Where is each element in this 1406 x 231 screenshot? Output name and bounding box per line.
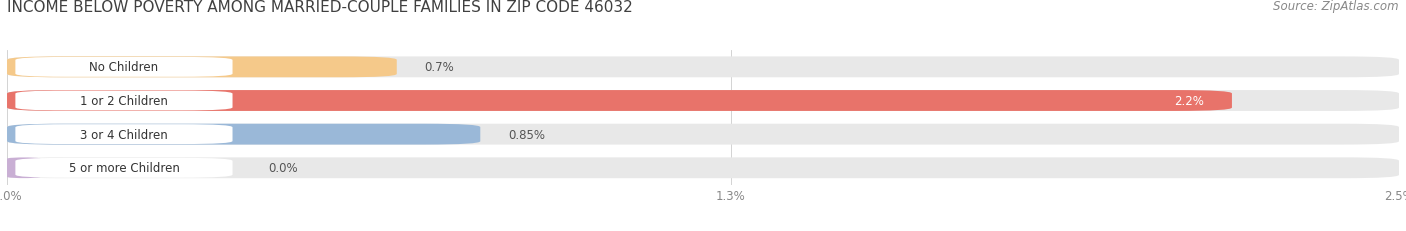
FancyBboxPatch shape [15,58,232,77]
FancyBboxPatch shape [7,91,1399,111]
Text: 3 or 4 Children: 3 or 4 Children [80,128,167,141]
Text: 2.2%: 2.2% [1174,94,1204,108]
FancyBboxPatch shape [7,91,1232,111]
Text: 0.85%: 0.85% [508,128,546,141]
FancyBboxPatch shape [7,124,481,145]
Text: 1 or 2 Children: 1 or 2 Children [80,94,167,108]
Text: 5 or more Children: 5 or more Children [69,161,180,175]
FancyBboxPatch shape [15,125,232,144]
FancyBboxPatch shape [7,57,396,78]
Text: INCOME BELOW POVERTY AMONG MARRIED-COUPLE FAMILIES IN ZIP CODE 46032: INCOME BELOW POVERTY AMONG MARRIED-COUPL… [7,0,633,15]
FancyBboxPatch shape [7,158,1399,178]
Text: 0.7%: 0.7% [425,61,454,74]
FancyBboxPatch shape [7,124,1399,145]
FancyBboxPatch shape [15,158,232,178]
Text: No Children: No Children [90,61,159,74]
FancyBboxPatch shape [7,57,1399,78]
Text: 0.0%: 0.0% [269,161,298,175]
FancyBboxPatch shape [7,158,41,178]
FancyBboxPatch shape [15,91,232,111]
Text: Source: ZipAtlas.com: Source: ZipAtlas.com [1274,0,1399,13]
